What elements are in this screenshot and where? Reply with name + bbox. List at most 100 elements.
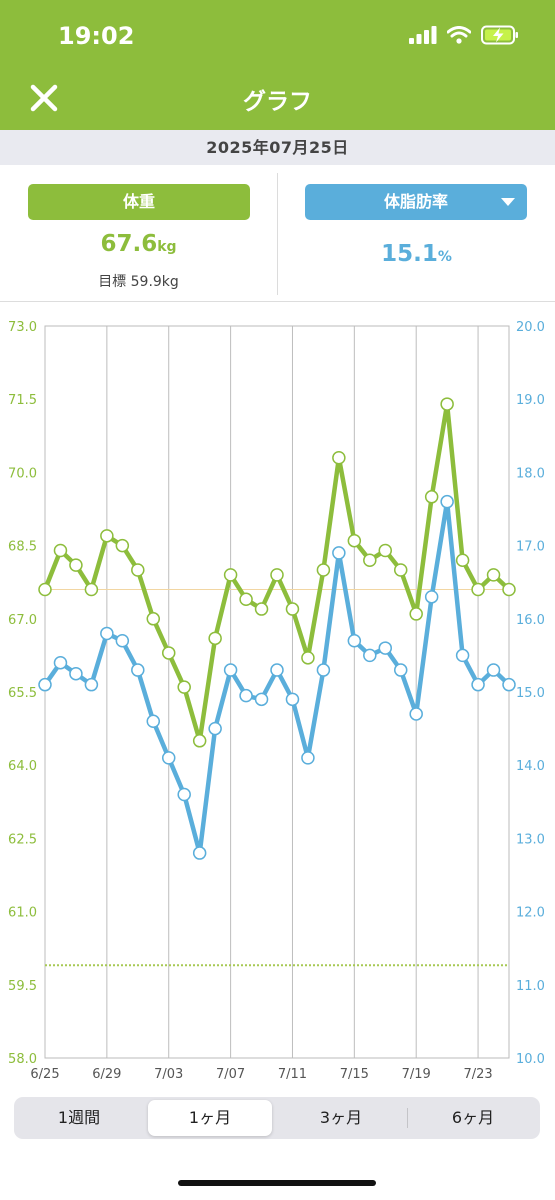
weight-point	[409, 607, 423, 621]
body-fat-point	[347, 634, 362, 648]
body-fat-point	[316, 663, 331, 677]
period-1-week[interactable]: 1週間	[57, 1108, 101, 1127]
weight-point	[363, 553, 377, 567]
body-fat-point	[332, 546, 346, 560]
weight-point	[84, 582, 99, 597]
weight-point	[393, 563, 408, 577]
period-1-month[interactable]: 1ヶ月	[148, 1100, 272, 1136]
weight-point	[115, 538, 130, 553]
weight-point	[131, 563, 145, 577]
weight-label: 体重	[122, 192, 155, 211]
y-left-tick-label: 65.5	[8, 686, 37, 701]
weight-point	[332, 451, 346, 465]
y-left-tick-label: 59.5	[8, 979, 37, 994]
y-left-tick-label: 71.5	[8, 393, 37, 408]
weight-point	[347, 533, 362, 548]
date-label: 2025年07月25日	[0, 130, 555, 165]
x-tick-label: 7/19	[402, 1067, 431, 1082]
header: 19:02 グラフ	[0, 0, 555, 130]
body-fat-point	[440, 494, 454, 509]
body-fat-point	[301, 751, 315, 765]
weight-bodyfat-chart: 6/25 6/29 7/03 7/07 7/11 7/15 7/19 7/23 73.0 71.5…	[8, 320, 545, 1082]
wifi-icon	[447, 26, 471, 44]
weight-point	[502, 582, 516, 597]
body-fat-point	[486, 663, 501, 677]
body-fat-point	[409, 707, 423, 721]
weight-point	[161, 646, 176, 660]
x-tick-label: 6/29	[92, 1067, 121, 1082]
body-fat-point	[192, 846, 207, 860]
body-fat-point	[471, 677, 485, 692]
body-fat-point	[208, 721, 222, 736]
body-fat-point	[378, 641, 393, 655]
y-left-tick-label: 58.0	[8, 1052, 37, 1067]
weight-point	[254, 602, 269, 616]
body-fat-point	[363, 648, 377, 663]
weight-point	[38, 582, 52, 597]
body-fat-point	[69, 666, 83, 681]
period-separator	[407, 1108, 408, 1128]
body-fat-point	[53, 655, 68, 670]
x-tick-label: 7/07	[216, 1067, 245, 1082]
body-fat-point	[115, 634, 130, 648]
weight-point	[208, 631, 222, 646]
y-left-tick-label: 68.5	[8, 540, 37, 555]
body-fat-point	[161, 751, 176, 765]
y-right-tick-label: 17.0	[516, 540, 545, 555]
body-fat-point	[270, 663, 284, 677]
x-tick-label: 6/25	[30, 1067, 59, 1082]
y-right-tick-label: 15.0	[516, 686, 545, 701]
y-left-tick-label: 62.5	[8, 832, 37, 847]
body-fat-point	[424, 590, 439, 604]
goal-weight: 目標 59.9kg	[98, 274, 179, 290]
body-fat-value: 15.1%	[381, 241, 452, 267]
weight-point	[455, 553, 470, 567]
weight-value: 67.6kg	[100, 231, 177, 257]
weight-tab-button[interactable]: 体重	[28, 184, 250, 220]
weight-point	[486, 568, 501, 582]
weight-point	[69, 558, 83, 572]
weight-point	[424, 490, 439, 504]
weight-point	[192, 734, 207, 748]
weight-point	[53, 543, 68, 558]
x-tick-label: 7/11	[278, 1067, 307, 1082]
battery-charging-icon	[481, 25, 518, 45]
page-title: グラフ	[243, 89, 312, 115]
body-fat-point	[239, 688, 253, 703]
close-icon	[30, 84, 58, 112]
weight-point	[378, 543, 393, 558]
close-button[interactable]	[28, 82, 60, 114]
plot-frame	[44, 325, 510, 1059]
y-right-tick-label: 18.0	[516, 466, 545, 481]
weight-point	[270, 568, 284, 582]
cellular-signal-icon	[409, 26, 437, 44]
period-3-months[interactable]: 3ヶ月	[319, 1108, 363, 1127]
body-fat-point	[177, 787, 191, 802]
weight-point	[285, 602, 300, 616]
y-left-tick-label: 70.0	[8, 466, 37, 481]
y-right-tick-label: 10.0	[516, 1052, 545, 1067]
body-fat-point	[146, 714, 161, 729]
body-fat-point	[502, 677, 516, 692]
body-fat-point	[131, 663, 145, 677]
metrics-panel: 体重 67.6kg 目標 59.9kg 体脂肪率 15.1%	[0, 165, 555, 302]
body-fat-point	[84, 677, 99, 692]
y-right-tick-label: 20.0	[516, 320, 545, 335]
y-left-tick-label: 73.0	[8, 320, 37, 335]
x-tick-label: 7/15	[340, 1067, 369, 1082]
status-icons	[409, 25, 519, 45]
x-tick-label: 7/03	[154, 1067, 183, 1082]
period-6-months[interactable]: 6ヶ月	[451, 1108, 495, 1127]
y-right-tick-label: 14.0	[516, 759, 545, 774]
body-fat-point	[38, 677, 52, 692]
body-fat-point	[455, 648, 470, 663]
status-time: 19:02	[58, 22, 135, 50]
x-tick-label: 7/23	[463, 1067, 492, 1082]
body-fat-point	[100, 626, 114, 641]
y-right-tick-label: 16.0	[516, 613, 545, 628]
chevron-down-icon	[501, 198, 515, 206]
body-fat-dropdown[interactable]: 体脂肪率	[305, 184, 527, 220]
body-fat-line	[42, 499, 512, 856]
weight-point	[471, 582, 485, 597]
weight-point	[316, 563, 331, 577]
